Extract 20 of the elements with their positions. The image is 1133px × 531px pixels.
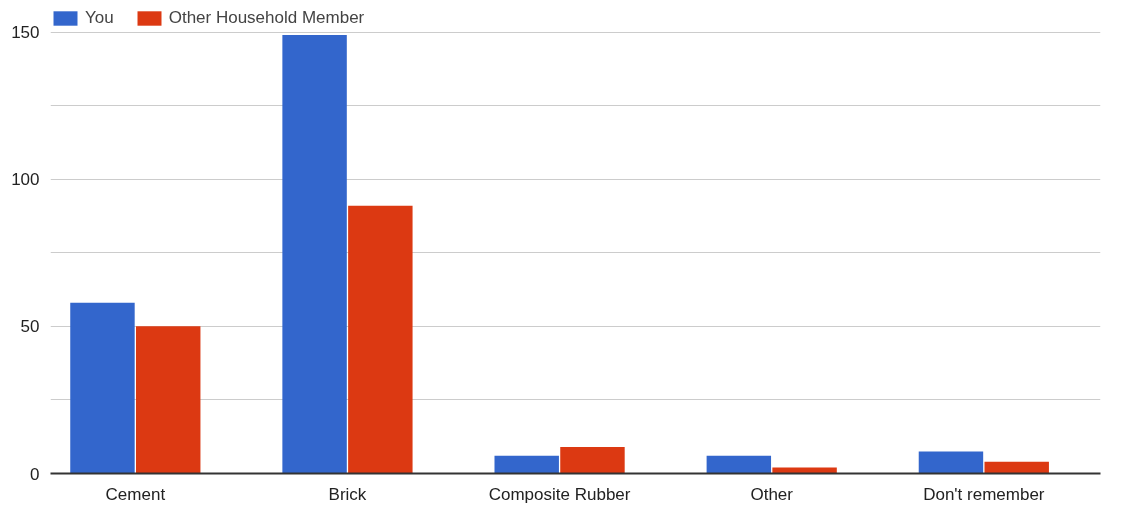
y-tick-label: 150 <box>11 23 40 43</box>
bar <box>706 455 772 474</box>
x-tick-label: Brick <box>328 484 367 504</box>
bar <box>282 34 347 474</box>
y-tick-label: 0 <box>30 464 40 484</box>
x-tick-label: Don't remember <box>923 484 1045 504</box>
bar <box>984 461 1049 474</box>
bar <box>348 205 413 474</box>
legend-label: Other Household Member <box>168 8 365 28</box>
x-tick-label: Other <box>750 484 794 504</box>
bar <box>560 447 625 474</box>
bar <box>70 302 135 474</box>
legend-label: You <box>85 8 114 28</box>
bar <box>136 326 201 474</box>
y-tick-label: 100 <box>11 170 40 190</box>
bar <box>494 455 559 474</box>
y-tick-label: 50 <box>20 317 40 337</box>
x-tick-label: Composite Rubber <box>488 484 631 504</box>
x-tick-label: Cement <box>105 484 166 504</box>
bar <box>918 451 984 474</box>
